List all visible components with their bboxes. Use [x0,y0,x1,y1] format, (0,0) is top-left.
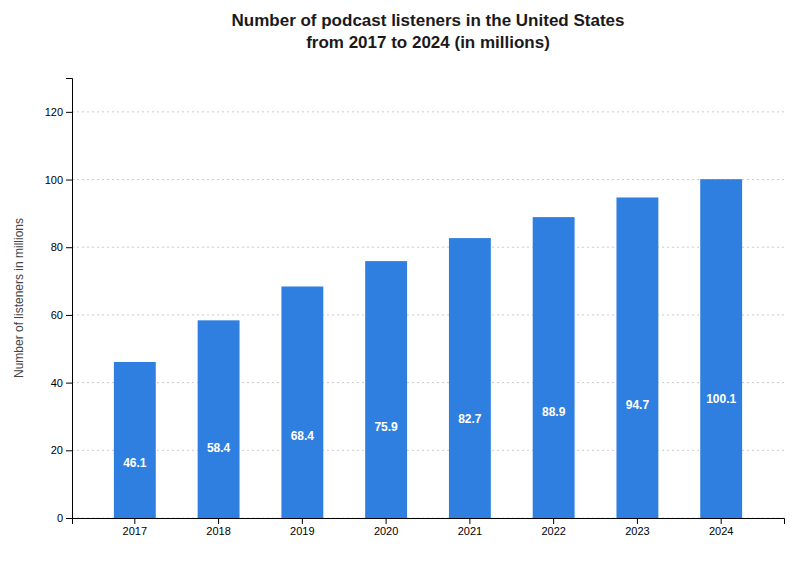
x-axis: 2017 2018 2019 2020 2021 2022 2023 2024 [73,518,785,537]
x-tick-mark [302,518,303,524]
chart-container: 0204060801001202017201820192020202120222… [0,0,808,562]
x-tick-label: 2023 [625,525,649,537]
x-tick: 2019 [290,518,314,537]
x-tick-mark [469,518,470,524]
y-tick-mark [66,247,72,248]
data-label: 88.9 [542,405,566,419]
y-tick-mark [66,180,72,181]
x-tick: 2023 [625,518,649,537]
title-line: Number of podcast listeners in the Unite… [232,11,625,30]
y-axis: 0 20 40 60 80 100 120 [45,79,73,525]
y-tick: 80 [51,241,72,253]
y-tick: 100 [45,174,72,186]
y-tick: 0 [57,512,72,524]
bar [700,179,742,518]
grid-line [72,247,784,248]
grid-line [72,179,784,180]
x-tick-label: 2022 [541,525,565,537]
y-tick: 20 [51,444,72,456]
data-label: 68.4 [291,429,315,443]
x-tick-label: 2024 [709,525,733,537]
y-tick-label: 60 [51,309,63,321]
x-tick: 2020 [374,518,398,537]
y-tick-label: 40 [51,377,63,389]
x-axis-line [73,519,785,525]
y-tick-mark [66,112,72,113]
y-tick: 60 [51,309,72,321]
x-tick-mark [637,518,638,524]
y-tick-mark [66,518,72,519]
y-tick: 120 [45,106,72,118]
x-tick: 2021 [458,518,482,537]
x-tick-mark [386,518,387,524]
title: Number of podcast listeners in the Unite… [232,11,625,52]
y-tick-label: 120 [45,106,63,118]
bar [114,362,156,518]
x-tick-label: 2020 [374,525,398,537]
data-label: 58.4 [207,441,231,455]
bar [198,320,240,518]
chart-svg: 0204060801001202017201820192020202120222… [0,0,808,562]
y-tick-mark [66,383,72,384]
x-tick-mark [134,518,135,524]
x-tick-label: 2018 [206,525,230,537]
y-tick-mark [66,315,72,316]
bars [114,179,742,518]
x-tick: 2017 [123,518,147,537]
x-tick-mark [721,518,722,524]
data-label: 94.7 [626,398,650,412]
data-label: 46.1 [123,456,147,470]
x-tick: 2018 [206,518,230,537]
bar [533,217,575,518]
x-tick: 2024 [709,518,733,537]
bar [449,238,491,518]
y-tick-label: 20 [51,444,63,456]
y-tick-label: 100 [45,174,63,186]
grid-line [72,450,784,451]
bar [281,286,323,518]
x-tick: 2022 [541,518,565,537]
bar [616,197,658,518]
grid-line [72,111,784,112]
plot: 0204060801001202017201820192020202120222… [45,79,785,537]
y-tick: 40 [51,377,72,389]
y-axis-line [66,79,73,519]
y-tick-label: 0 [57,512,63,524]
bar [365,261,407,518]
y-tick-mark [66,450,72,451]
y-axis-title: Number of listeners in millions [12,218,26,378]
data-label: 100.1 [706,392,736,406]
data-labels: 46.1 58.4 68.4 75.9 82.7 88.9 94.7 100.1 [123,392,736,470]
x-tick-mark [218,518,219,524]
data-label: 82.7 [458,412,482,426]
grid-line [72,382,784,383]
grid [72,112,784,518]
x-tick-label: 2021 [458,525,482,537]
grid-line [72,314,784,315]
y-tick-label: 80 [51,241,63,253]
x-tick-label: 2017 [123,525,147,537]
data-label: 75.9 [374,420,398,434]
x-tick-mark [553,518,554,524]
x-tick-label: 2019 [290,525,314,537]
title-line: from 2017 to 2024 (in millions) [306,33,550,52]
